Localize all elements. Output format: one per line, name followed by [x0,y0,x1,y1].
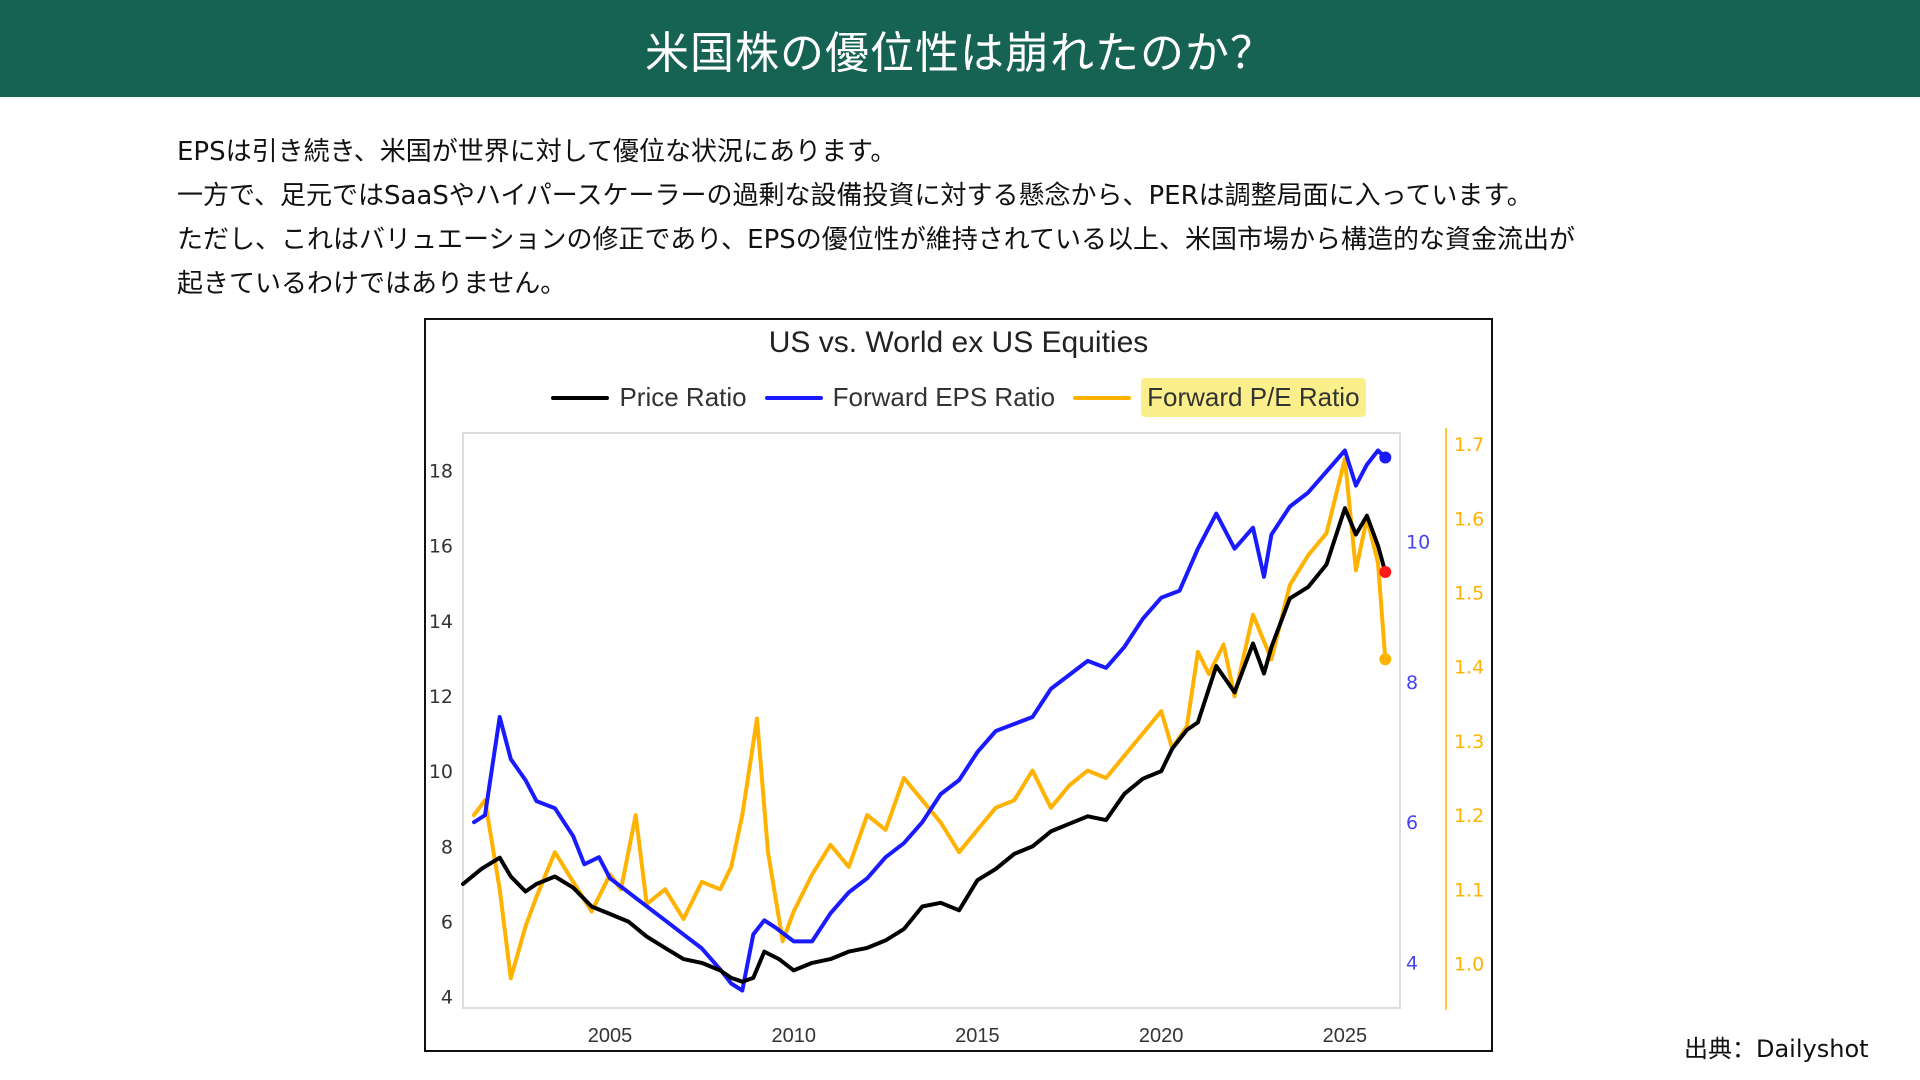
y-tick-label-eps: 6 [1406,812,1418,834]
y-tick-label-eps: 4 [1406,952,1418,974]
body-line: ただし、これはバリュエーションの修正であり、EPSの優位性が維持されている以上、… [177,225,1576,255]
y-tick-label-left: 16 [429,536,453,558]
x-tick-label: 2010 [771,1025,816,1047]
legend-swatch-pe [1073,395,1132,400]
body-line: 一方で、足元ではSaaSやハイパースケーラーの過剰な設備投資に対する懸念から、P… [177,181,1533,211]
y-tick-label-pe: 1.4 [1454,657,1484,679]
y-tick-label-pe: 1.2 [1454,805,1484,827]
plot-area-border [462,432,1401,1009]
series-line-forward-p-e-ratio [472,457,1388,981]
y-tick-label-left: 8 [441,836,453,858]
chart-title: US vs. World ex US Equities [768,326,1149,359]
legend-swatch-eps [764,395,823,400]
body-text: EPSは引き続き、米国が世界に対して優位な状況にあります。 一方で、足元ではSa… [177,130,1817,306]
y-tick-label-pe: 1.3 [1454,731,1484,753]
y-tick-label-left: 18 [429,461,453,483]
body-line: EPSは引き続き、米国が世界に対して優位な状況にあります。 [177,137,897,167]
chart-frame: US vs. World ex US Equities Price Ratio … [424,318,1493,1052]
x-tick-label: 2005 [588,1025,633,1047]
y-tick-label-pe: 1.5 [1454,583,1484,605]
end-marker-forward-p-e-ratio [1379,653,1392,666]
legend-item-pe: Forward P/E Ratio [1073,378,1366,417]
legend-item-eps: Forward EPS Ratio [764,382,1056,413]
y-tick-label-eps: 10 [1406,532,1430,554]
x-tick-label: 2025 [1323,1025,1368,1047]
legend-item-price: Price Ratio [551,382,747,413]
x-tick-label: 2020 [1139,1025,1184,1047]
chart-legend: Price Ratio Forward EPS Ratio Forward P/… [426,378,1491,417]
page-title: 米国株の優位性は崩れたのか？ [645,27,1275,79]
y-tick-label-left: 14 [429,611,453,633]
legend-label-pe: Forward P/E Ratio [1141,378,1366,417]
y-tick-label-pe: 1.6 [1454,508,1484,530]
series-line-forward-eps-ratio [472,448,1388,993]
y-tick-label-eps: 8 [1406,672,1418,694]
y-tick-label-left: 6 [441,912,453,934]
source-credit: 出典：Dailyshot [1684,1035,1869,1063]
y-tick-label-left: 10 [429,761,453,783]
header-banner: 米国株の優位性は崩れたのか？ [0,0,1920,97]
body-line: 起きているわけではありません。 [177,269,567,299]
chart-plot: 4 6 8 10 12 14 16 18 4 6 8 10 1.0 1.1 1.2 1.3 1.4 1.5 1.6 1… [429,428,1484,1047]
series-line-price-ratio [461,506,1388,984]
legend-label-price: Price Ratio [619,382,747,412]
end-marker-forward-eps-ratio [1379,451,1392,464]
end-marker-price-ratio [1379,566,1392,579]
legend-swatch-price [551,395,610,400]
y-tick-label-pe: 1.0 [1454,953,1484,975]
legend-label-eps: Forward EPS Ratio [832,382,1056,412]
y-tick-label-pe: 1.7 [1454,434,1484,456]
y-tick-label-left: 4 [441,987,453,1009]
y-tick-label-pe: 1.1 [1454,879,1484,901]
y-tick-label-left: 12 [429,686,453,708]
x-tick-label: 2015 [955,1025,1000,1047]
